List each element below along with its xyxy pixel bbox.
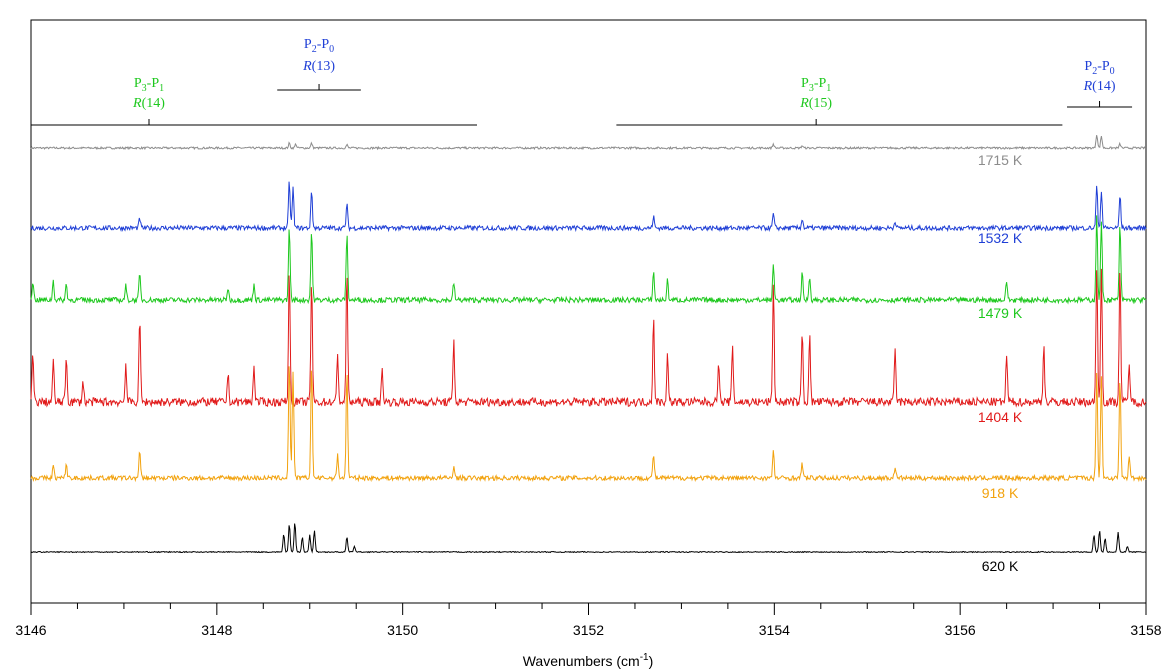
spectrum-620-k xyxy=(30,523,1147,554)
series-layer xyxy=(30,135,1147,554)
band-annotations: P3-P1 R(14) P2-P0 R(13) P3-P1 R(15) P2-P0 R(14) xyxy=(31,37,1133,126)
temperature-label: 1479 K xyxy=(978,305,1023,321)
x-axis-label-exponent: -1 xyxy=(640,652,649,663)
x-axis: 3146 3148 3150 3152 3154 3156 3158 xyxy=(15,603,1162,638)
x-tick-label: 3152 xyxy=(573,622,604,638)
spectrum-918-k xyxy=(30,366,1147,483)
spectrum-1479-k xyxy=(30,215,1147,305)
temperature-labels: 1715 K 1532 K 1479 K 1404 K 918 K 620 K xyxy=(978,152,1023,574)
annotation-band-label: P2-P0 xyxy=(304,37,334,55)
annotation-band-label: P3-P1 xyxy=(134,76,164,94)
spectrum-1532-k xyxy=(30,181,1147,233)
x-tick-label: 3156 xyxy=(945,622,976,638)
annotation-branch-label: R(13) xyxy=(302,59,335,74)
annotation-branch-label: R(14) xyxy=(132,96,165,111)
x-tick-label: 3150 xyxy=(387,622,418,638)
temperature-label: 1404 K xyxy=(978,409,1023,425)
temperature-label: 1532 K xyxy=(978,230,1023,246)
annotation-branch-label: R(15) xyxy=(799,96,832,111)
x-tick-label: 3148 xyxy=(201,622,232,638)
x-tick-label: 3158 xyxy=(1130,622,1161,638)
spectrum-1404-k xyxy=(30,268,1147,408)
spectrum-1715-k xyxy=(30,135,1147,151)
annotation-band-label: P2-P0 xyxy=(1084,59,1114,77)
x-axis-label: Wavenumbers (cm-1) xyxy=(523,652,654,669)
annotation-band-label: P3-P1 xyxy=(801,76,831,94)
temperature-label: 1715 K xyxy=(978,152,1023,168)
annotation-branch-label: R(14) xyxy=(1083,79,1116,94)
x-tick-label: 3154 xyxy=(759,622,790,638)
temperature-label: 620 K xyxy=(982,558,1019,574)
temperature-label: 918 K xyxy=(982,485,1019,501)
x-tick-label: 3146 xyxy=(15,622,46,638)
